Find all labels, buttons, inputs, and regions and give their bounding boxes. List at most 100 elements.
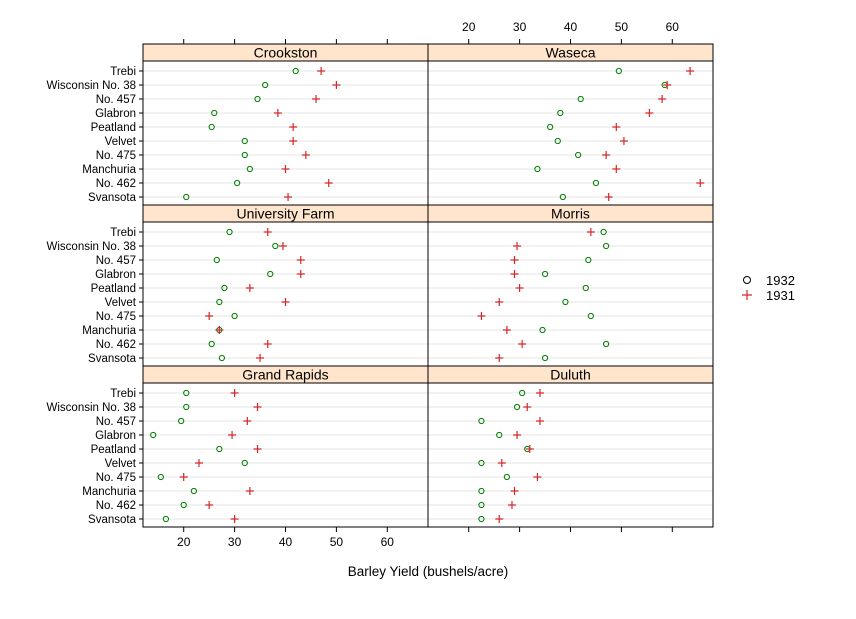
point-1931 bbox=[205, 312, 214, 320]
point-1931 bbox=[230, 389, 239, 397]
point-1931 bbox=[535, 417, 544, 425]
point-1931 bbox=[510, 270, 519, 278]
point-1931 bbox=[686, 67, 695, 75]
point-1932 bbox=[585, 256, 592, 264]
panel-morris: Morris bbox=[427, 204, 714, 367]
point-1932 bbox=[272, 242, 279, 250]
variety-label: No. 462 bbox=[96, 178, 136, 190]
point-1932 bbox=[221, 284, 228, 292]
point-1932 bbox=[554, 137, 561, 145]
point-1932 bbox=[213, 256, 220, 264]
point-1931 bbox=[535, 389, 544, 397]
point-1932 bbox=[600, 228, 607, 236]
variety-label: No. 457 bbox=[96, 94, 136, 106]
legend-label-1931: 1931 bbox=[766, 288, 795, 303]
point-1931 bbox=[301, 151, 310, 159]
strip-label: Grand Rapids bbox=[242, 367, 328, 383]
variety-label: No. 457 bbox=[96, 255, 136, 267]
point-1932 bbox=[539, 326, 546, 334]
point-1932 bbox=[241, 151, 248, 159]
point-1931 bbox=[194, 459, 203, 467]
point-1931 bbox=[205, 501, 214, 509]
point-1932 bbox=[292, 67, 299, 75]
legend-marker-1931 bbox=[742, 290, 752, 300]
point-1931 bbox=[497, 459, 506, 467]
point-1931 bbox=[495, 354, 504, 362]
strip-label: Duluth bbox=[550, 367, 590, 383]
point-1932 bbox=[478, 515, 485, 523]
point-1932 bbox=[541, 354, 549, 362]
point-1932 bbox=[603, 242, 610, 250]
point-1931 bbox=[602, 151, 611, 159]
variety-label: Glabron bbox=[95, 108, 136, 120]
point-1931 bbox=[645, 109, 654, 117]
point-1931 bbox=[256, 354, 265, 362]
point-1931 bbox=[513, 431, 522, 439]
point-1932 bbox=[534, 165, 541, 173]
point-1932 bbox=[157, 473, 164, 481]
point-1931 bbox=[296, 256, 305, 264]
point-1932 bbox=[478, 501, 485, 509]
panel-university-farm: University Farm Trebi Wisconsin No. 38 No. … bbox=[47, 204, 429, 367]
variety-label: Wisconsin No. 38 bbox=[47, 241, 136, 253]
variety-label: Trebi bbox=[110, 227, 136, 239]
x-tick-label: 30 bbox=[513, 20, 527, 34]
point-1932 bbox=[208, 123, 215, 131]
variety-label: No. 457 bbox=[96, 416, 136, 428]
point-1932 bbox=[183, 193, 190, 201]
point-1932 bbox=[226, 228, 233, 236]
point-1931 bbox=[612, 165, 621, 173]
legend-label-1932: 1932 bbox=[766, 273, 795, 288]
variety-label: Glabron bbox=[95, 430, 136, 442]
point-1932 bbox=[162, 515, 170, 523]
variety-label: Peatland bbox=[91, 283, 136, 295]
x-tick-label: 50 bbox=[615, 20, 629, 34]
point-1932 bbox=[150, 431, 157, 439]
point-1932 bbox=[241, 459, 248, 467]
strip-label: Crookston bbox=[254, 45, 318, 61]
point-1932 bbox=[557, 109, 564, 117]
point-1932 bbox=[547, 123, 554, 131]
point-1931 bbox=[518, 340, 527, 348]
point-1931 bbox=[230, 515, 239, 523]
point-1932 bbox=[541, 270, 549, 278]
point-1932 bbox=[478, 459, 485, 467]
point-1931 bbox=[510, 256, 519, 264]
point-1931 bbox=[253, 403, 262, 411]
point-1931 bbox=[507, 501, 516, 509]
x-tick-label: 60 bbox=[381, 535, 395, 549]
variety-label: Svansota bbox=[88, 353, 137, 365]
variety-label: Wisconsin No. 38 bbox=[47, 402, 136, 414]
point-1932 bbox=[208, 340, 215, 348]
panel-waseca: Waseca bbox=[427, 43, 714, 206]
point-1931 bbox=[245, 284, 254, 292]
point-1932 bbox=[178, 417, 185, 425]
variety-label: No. 462 bbox=[96, 500, 136, 512]
point-1932 bbox=[183, 389, 190, 397]
variety-label: No. 462 bbox=[96, 339, 136, 351]
point-1932 bbox=[211, 109, 218, 117]
variety-label: Manchuria bbox=[82, 164, 136, 176]
x-tick-label: 50 bbox=[330, 535, 344, 549]
point-1932 bbox=[575, 151, 582, 159]
point-1931 bbox=[495, 515, 504, 523]
variety-label: Wisconsin No. 38 bbox=[47, 80, 136, 92]
point-1931 bbox=[510, 487, 519, 495]
point-1931 bbox=[312, 95, 321, 103]
point-1932 bbox=[190, 487, 197, 495]
point-1932 bbox=[478, 417, 485, 425]
point-1931 bbox=[663, 81, 672, 89]
point-1931 bbox=[525, 445, 534, 453]
x-tick-label: 60 bbox=[666, 20, 680, 34]
point-1932 bbox=[577, 95, 584, 103]
variety-label: Glabron bbox=[95, 269, 136, 281]
point-1932 bbox=[496, 431, 503, 439]
point-1931 bbox=[281, 298, 290, 306]
point-1932 bbox=[262, 81, 269, 89]
point-1932 bbox=[587, 312, 594, 320]
point-1931 bbox=[179, 473, 188, 481]
point-1932 bbox=[267, 270, 274, 278]
variety-label: Svansota bbox=[88, 514, 137, 526]
